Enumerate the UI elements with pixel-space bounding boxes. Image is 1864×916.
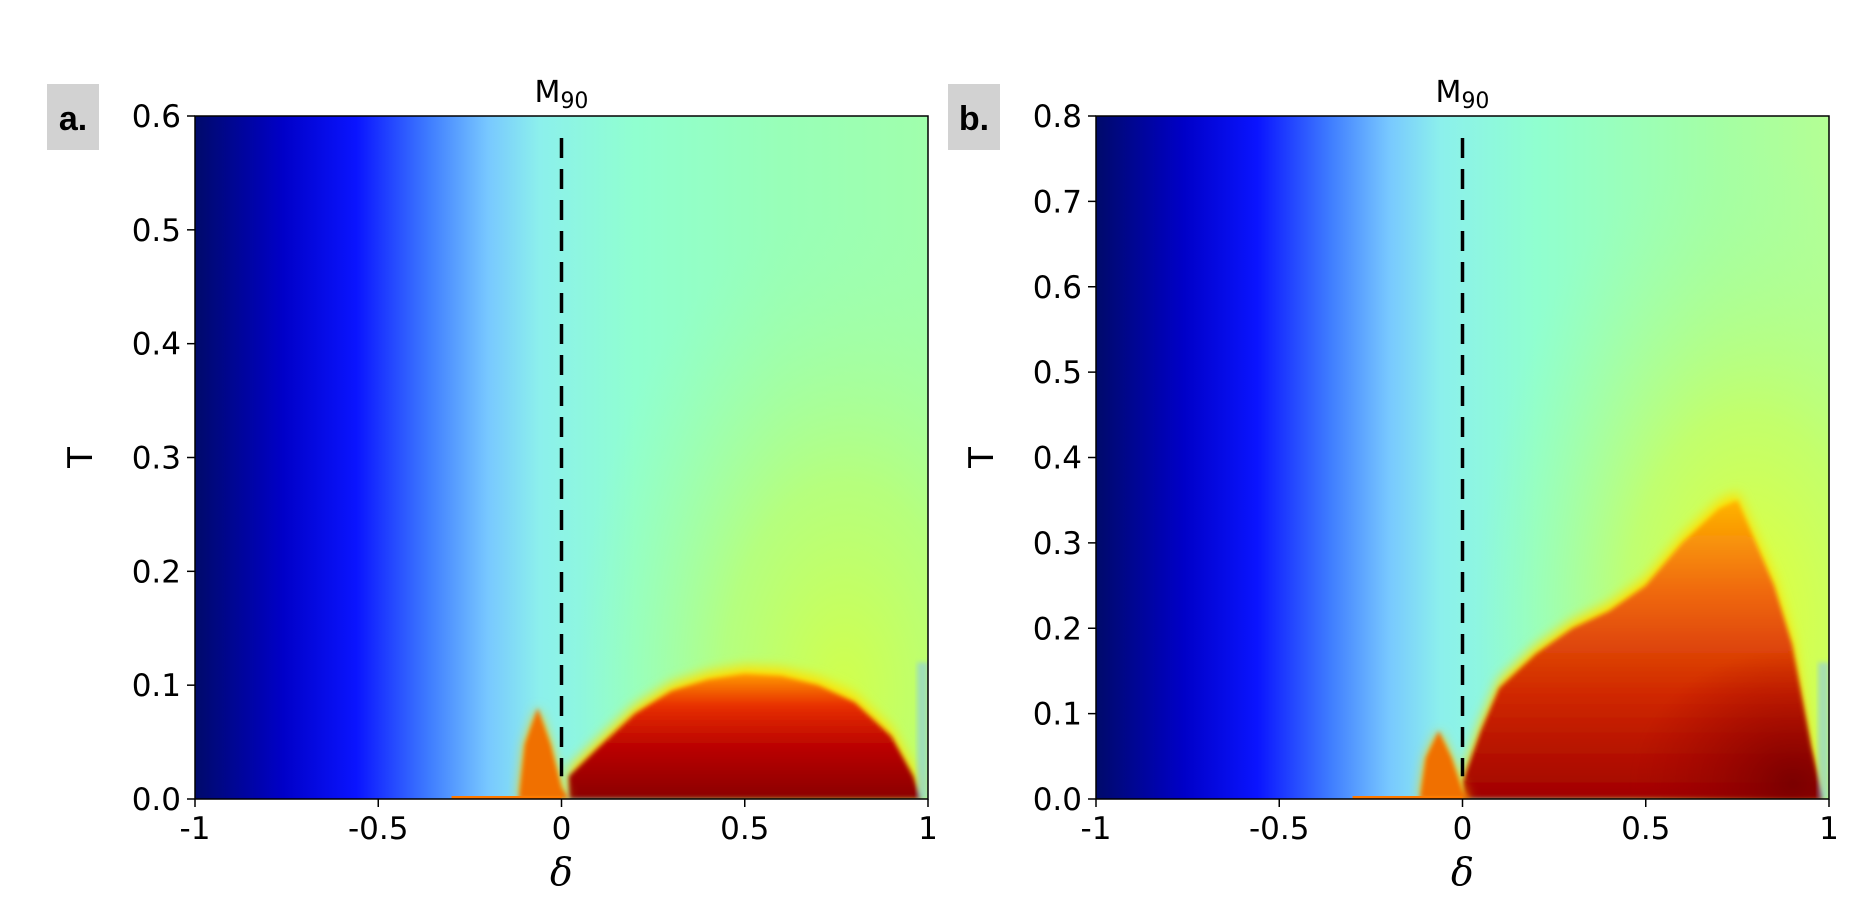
y-tick-label: 0.3 — [132, 441, 181, 477]
heatmap-dark-red-core — [1462, 500, 1822, 799]
reference-line-label: M90 — [1436, 75, 1490, 114]
panel-label: a. — [59, 100, 87, 138]
panel-label-box — [948, 84, 1000, 150]
y-tick-label: 0.5 — [132, 213, 181, 249]
y-tick-label: 0.3 — [1033, 526, 1082, 562]
y-tick-label: 0.6 — [1033, 270, 1082, 306]
heatmap-right-edge — [1818, 662, 1829, 799]
heatmap — [1096, 116, 1829, 799]
y-tick-label: 0.4 — [1033, 441, 1082, 477]
x-tick-label: -0.5 — [1249, 811, 1310, 847]
y-tick-label: 0.7 — [1033, 184, 1082, 220]
panel-a: a. M90 -1 -0.5 0 0.5 1 δ 0.0 0.1 0.2 0.3 0.4 0.5 0.6 T — [47, 75, 938, 894]
y-tick-label: 0.0 — [132, 782, 181, 818]
panel-b: b.M90-1 -0.5 0 0.5 1δ0.00.10.20.30.40.50.60.… — [948, 75, 1839, 894]
heatmap-spike — [1419, 730, 1471, 799]
x-tick-label: 0.5 — [720, 811, 769, 847]
y-axis: 0.0 0.1 0.2 0.3 0.4 0.5 0.6 0.7 0.8 — [1033, 99, 1096, 818]
y-tick-label: 0.4 — [132, 327, 181, 363]
reference-line-label: M90 — [535, 75, 589, 114]
x-tick-label: 0 — [552, 811, 572, 847]
y-tick-label: 0.5 — [1033, 355, 1082, 391]
x-tick-label: -0.5 — [348, 811, 409, 847]
y-axis-label: T — [61, 447, 101, 469]
x-axis-label: δ — [550, 850, 573, 894]
x-tick-label: 0 — [1453, 811, 1473, 847]
heatmap-right-edge — [917, 662, 928, 799]
x-tick-label: 1 — [1819, 811, 1839, 847]
y-tick-label: 0.6 — [132, 99, 181, 135]
y-tick-label: 0.2 — [1033, 611, 1082, 647]
y-tick-label: 0.8 — [1033, 99, 1082, 135]
x-tick-label: 1 — [918, 811, 938, 847]
x-axis: -1 -0.5 0 0.5 1 — [180, 799, 938, 847]
x-axis-label: δ — [1451, 850, 1474, 894]
heatmap-spike — [518, 707, 570, 799]
x-tick-label: -1 — [1081, 811, 1112, 847]
x-axis: -1 -0.5 0 0.5 1 — [1081, 799, 1839, 847]
y-axis-label: T — [962, 447, 1002, 469]
y-tick-label: 0.2 — [132, 554, 181, 590]
y-axis: 0.0 0.1 0.2 0.3 0.4 0.5 0.6 — [132, 99, 195, 818]
heatmap-bottom-strip — [451, 796, 562, 799]
y-tick-label: 0.1 — [1033, 697, 1082, 733]
panel-label: b. — [959, 100, 989, 138]
x-tick-label: -1 — [180, 811, 211, 847]
panel-label-box — [47, 84, 99, 150]
heatmap-red-region — [568, 673, 921, 799]
x-tick-label: 0.5 — [1621, 811, 1670, 847]
y-tick-label: 0.1 — [132, 668, 181, 704]
y-tick-label: 0.0 — [1033, 782, 1082, 818]
heatmap-bottom-strip — [1352, 796, 1463, 799]
